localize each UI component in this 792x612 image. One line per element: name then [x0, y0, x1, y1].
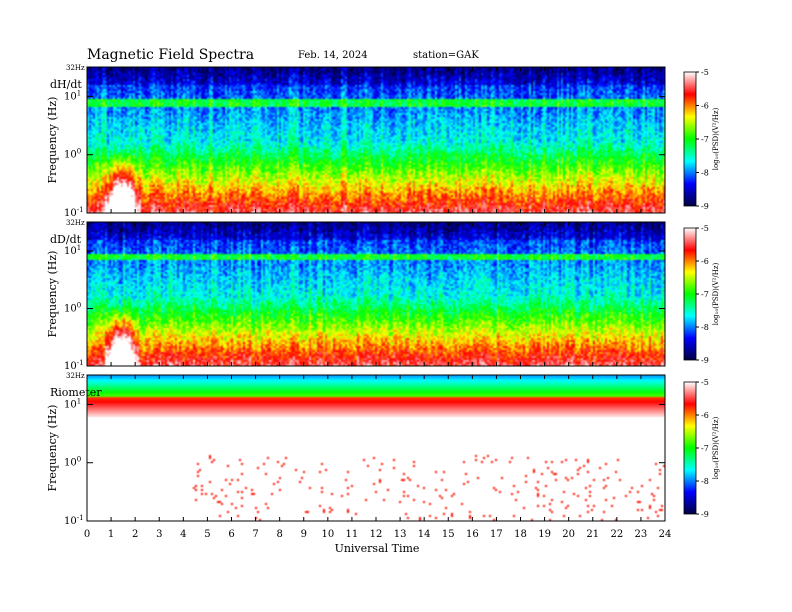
colorbar-tick-label: -9 [701, 202, 709, 211]
x-tick-label: 3 [156, 529, 162, 540]
x-tick-label: 5 [204, 529, 210, 540]
x-tick-label: 22 [610, 529, 623, 540]
y-tick-label: 101 [64, 397, 81, 410]
station-label: station=GAK [413, 50, 479, 61]
x-axis: 0 1 2 3 4 5 6 7 8 9 10 11 12 13 14 15 16 17 18 19 20 21 22 23 24 [84, 529, 672, 540]
y-tick-label: 101 [64, 89, 81, 102]
x-tick-label: 7 [252, 529, 258, 540]
x-tick-label: 23 [635, 529, 648, 540]
x-tick-label: 13 [394, 529, 407, 540]
colorbar-tick-label: -7 [701, 444, 709, 453]
colorbar-tick-label: -7 [701, 135, 709, 144]
panel-label: dH/dt [50, 78, 82, 91]
colorbar-tick-label: -5 [701, 378, 709, 387]
y-tick-label: 101 [64, 244, 81, 257]
y-axis-label: Frequency (Hz) [46, 405, 59, 492]
spectrogram-image [87, 222, 665, 366]
x-tick-label: 1 [108, 529, 114, 540]
y-tick-label: 100 [64, 302, 81, 315]
colorbar-tick-label: -8 [701, 323, 709, 332]
top-frequency-label: 32Hz [66, 219, 85, 227]
x-tick-label: 18 [514, 529, 527, 540]
panel-label: dD/dt [50, 233, 82, 246]
y-axis-label: Frequency (Hz) [46, 97, 59, 184]
colorbar [683, 381, 697, 515]
x-tick-label: 12 [370, 529, 383, 540]
x-tick-label: 20 [562, 529, 575, 540]
top-frequency-label: 32Hz [66, 372, 85, 380]
x-tick-label: 19 [538, 529, 551, 540]
x-tick-label: 8 [276, 529, 282, 540]
top-frequency-label: 32Hz [66, 64, 85, 72]
panel-riometer: Riometer 32Hz Frequency (Hz) 101 100 10-1 -5 -6… [46, 372, 720, 527]
colorbar-tick-label: -9 [701, 356, 709, 365]
y-tick-label: 10-1 [64, 359, 84, 372]
colorbar-tick-label: -8 [701, 169, 709, 178]
x-tick-label: 14 [418, 529, 431, 540]
x-axis-label: Universal Time [335, 542, 420, 555]
y-tick-label: 100 [64, 456, 81, 469]
x-tick-label: 4 [180, 529, 186, 540]
colorbar-tick-label: -6 [701, 411, 709, 420]
colorbar-tick-label: -5 [701, 224, 709, 233]
x-tick-label: 21 [586, 529, 599, 540]
x-tick-label: 10 [321, 529, 334, 540]
panel-dddt: dD/dt 32Hz Frequency (Hz) 101 100 10-1 -5 -6 -7 -… [46, 219, 720, 372]
x-tick-label: 6 [228, 529, 234, 540]
y-tick-label: 100 [64, 148, 81, 161]
x-tick-label: 2 [132, 529, 138, 540]
colorbar-tick-label: -5 [701, 68, 709, 77]
colorbar-tick-label: -8 [701, 477, 709, 486]
panel-label: Riometer [50, 386, 102, 399]
panel-dhdt: dH/dt 32Hz Frequency (Hz) 101 100 10-1 -5 -6 -7 -… [46, 64, 720, 219]
y-tick-label: 10-1 [64, 206, 84, 219]
colorbar-label: log₁₀(PSD)(V²/Hz) [712, 107, 720, 170]
colorbar [683, 71, 697, 207]
x-tick-label: 24 [659, 529, 672, 540]
x-tick-label: 9 [301, 529, 307, 540]
colorbar-tick-label: -9 [701, 510, 709, 519]
spectrogram-image [87, 375, 665, 521]
x-tick-label: 15 [442, 529, 455, 540]
colorbar-label: log₁₀(PSD)(V²/Hz) [712, 262, 720, 325]
x-tick-label: 0 [84, 529, 90, 540]
y-tick-label: 10-1 [64, 514, 84, 527]
figure-title: Magnetic Field Spectra [87, 47, 254, 63]
x-tick-label: 17 [490, 529, 503, 540]
y-axis-label: Frequency (Hz) [46, 251, 59, 338]
colorbar [683, 227, 697, 361]
x-tick-label: 16 [466, 529, 479, 540]
x-tick-label: 11 [346, 529, 359, 540]
colorbar-tick-label: -7 [701, 290, 709, 299]
date-label: Feb. 14, 2024 [298, 50, 368, 61]
colorbar-label: log₁₀(PSD)(V²/Hz) [712, 416, 720, 479]
spectrogram-image [87, 67, 665, 213]
colorbar-tick-label: -6 [701, 102, 709, 111]
colorbar-tick-label: -6 [701, 257, 709, 266]
